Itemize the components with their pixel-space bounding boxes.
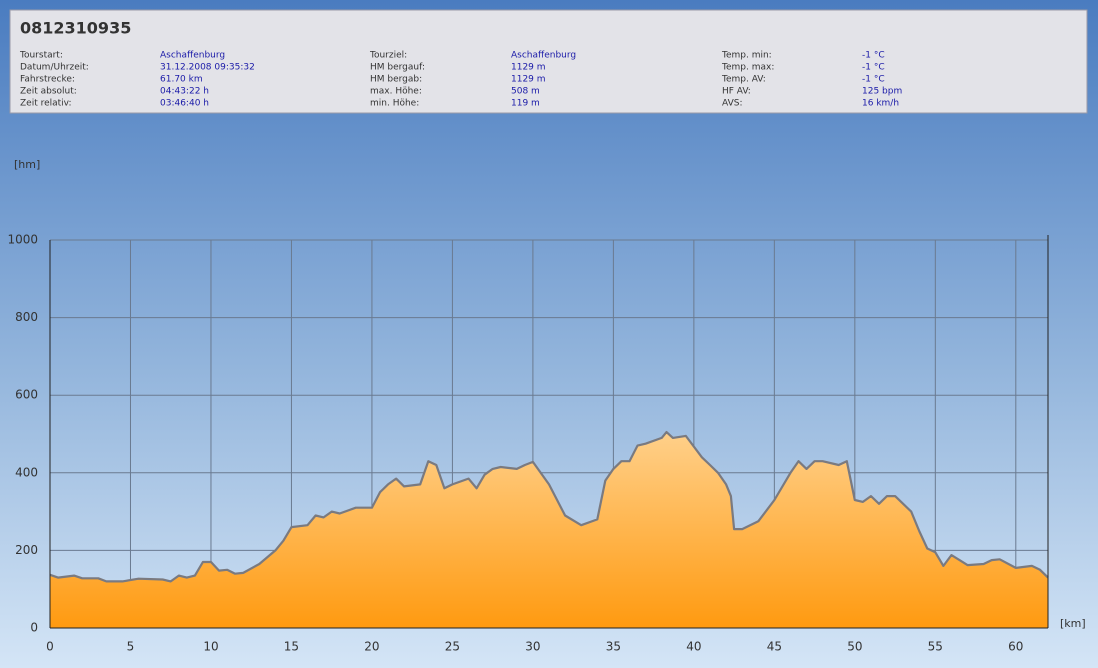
field-value: 61.70 km	[160, 75, 203, 85]
header-title: 0812310935	[20, 19, 131, 38]
field-value: 508 m	[511, 87, 540, 97]
header-panel	[9, 9, 1088, 114]
field-label: Zeit absolut:	[20, 87, 77, 97]
field-label: Fahrstrecke:	[20, 75, 75, 85]
field-label: AVS:	[722, 99, 742, 109]
x-tick-label: 15	[284, 640, 299, 654]
field-value: -1 °C	[862, 63, 885, 73]
x-tick-label: 55	[928, 640, 943, 654]
field-label: Datum/Uhrzeit:	[20, 63, 89, 73]
x-tick-label: 45	[767, 640, 782, 654]
field-label: min. Höhe:	[370, 99, 419, 109]
y-tick-label: 200	[15, 543, 38, 557]
field-label: Temp. AV:	[721, 75, 766, 85]
x-tick-label: 5	[127, 640, 135, 654]
field-value: -1 °C	[862, 51, 885, 61]
x-tick-label: 60	[1008, 640, 1023, 654]
field-label: Tourstart:	[19, 51, 63, 61]
x-tick-label: 35	[606, 640, 621, 654]
y-tick-label: 800	[15, 310, 38, 324]
y-tick-label: 400	[15, 465, 38, 479]
elevation-line	[49, 431, 1049, 583]
x-tick-label: 30	[525, 640, 540, 654]
x-tick-label: 10	[203, 640, 218, 654]
x-tick-label: 25	[445, 640, 460, 654]
field-value: Aschaffenburg	[511, 51, 576, 61]
x-tick-label: 0	[46, 640, 54, 654]
field-value: 04:43:22 h	[160, 87, 209, 97]
area-fill	[50, 432, 1048, 628]
y-tick-label: 0	[30, 621, 38, 635]
field-label: Zeit relativ:	[20, 99, 72, 109]
field-label: Tourziel:	[369, 51, 407, 61]
field-value: 16 km/h	[862, 99, 899, 109]
field-label: Temp. min:	[721, 51, 772, 61]
field-label: HM bergauf:	[370, 63, 425, 73]
field-value: -1 °C	[862, 75, 885, 85]
y-axis-label: [hm]	[14, 158, 40, 171]
field-value: 03:46:40 h	[160, 99, 209, 109]
field-label: HM bergab:	[370, 75, 422, 85]
x-tick-label: 20	[364, 640, 379, 654]
field-value: 119 m	[511, 99, 540, 109]
field-value: 1129 m	[511, 75, 546, 85]
y-tick-label: 600	[15, 388, 38, 402]
x-tick-label: 40	[686, 640, 701, 654]
y-tick-label: 1000	[7, 233, 38, 247]
x-axis-label: [km]	[1060, 617, 1086, 630]
x-tick-label: 50	[847, 640, 862, 654]
field-value: 31.12.2008 09:35:32	[160, 63, 255, 73]
field-value: 1129 m	[511, 63, 546, 73]
field-value: 125 bpm	[862, 87, 902, 97]
field-value: Aschaffenburg	[160, 51, 225, 61]
field-label: Temp. max:	[721, 63, 774, 73]
field-label: max. Höhe:	[370, 87, 422, 97]
field-label: HF AV:	[722, 87, 751, 97]
